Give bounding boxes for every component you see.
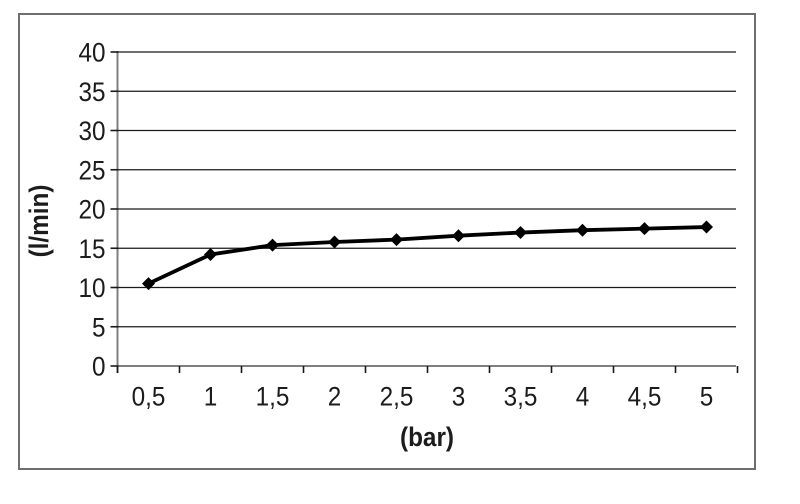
y-tick-label: 5 (92, 313, 106, 342)
x-tick-label: 3,5 (504, 382, 538, 411)
data-point-marker (638, 222, 651, 236)
data-point-marker (204, 248, 217, 262)
x-tick-label: 3 (452, 382, 466, 411)
data-point-marker (390, 233, 403, 247)
x-axis-title-group: (bar) (400, 423, 454, 452)
x-tick-labels: 0,5 1 1,5 2 2,5 3 3,5 4 4,5 5 (132, 382, 714, 411)
data-point-marker (328, 235, 341, 249)
data-point-marker (266, 238, 279, 252)
data-point-marker (514, 226, 527, 240)
y-tick-labels: 0 5 10 15 20 25 30 35 40 (78, 38, 105, 381)
y-tick-label: 0 (92, 352, 106, 381)
x-tick-label: 2,5 (380, 382, 414, 411)
y-tick-label: 30 (78, 117, 105, 146)
y-tick-label: 15 (78, 235, 105, 264)
data-point-marker (576, 223, 589, 237)
x-tick-label: 4 (576, 382, 590, 411)
x-tick-label: 1,5 (256, 382, 290, 411)
axis-lines (116, 51, 736, 373)
data-series (142, 220, 713, 291)
y-tick-label: 25 (78, 156, 105, 185)
x-tick-label: 1 (204, 382, 218, 411)
x-tick-label: 5 (700, 382, 714, 411)
y-tick-label: 40 (78, 38, 105, 67)
y-tick-label: 20 (78, 195, 105, 224)
data-point-marker (700, 220, 713, 234)
y-tick-label: 35 (78, 78, 105, 107)
x-tick-label: 2 (328, 382, 342, 411)
y-axis-title-group: (l/min) (25, 185, 54, 258)
series-line (146, 225, 709, 286)
data-point-marker (452, 229, 465, 243)
data-point-marker (142, 277, 155, 291)
y-gridlines (117, 51, 736, 328)
axis-tick-marks (110, 51, 739, 373)
x-tick-label: 4,5 (628, 382, 662, 411)
x-tick-label: 0,5 (132, 382, 166, 411)
y-tick-label: 10 (78, 274, 105, 303)
x-axis-title: (bar) (400, 423, 454, 452)
y-axis-title: (l/min) (25, 185, 54, 258)
